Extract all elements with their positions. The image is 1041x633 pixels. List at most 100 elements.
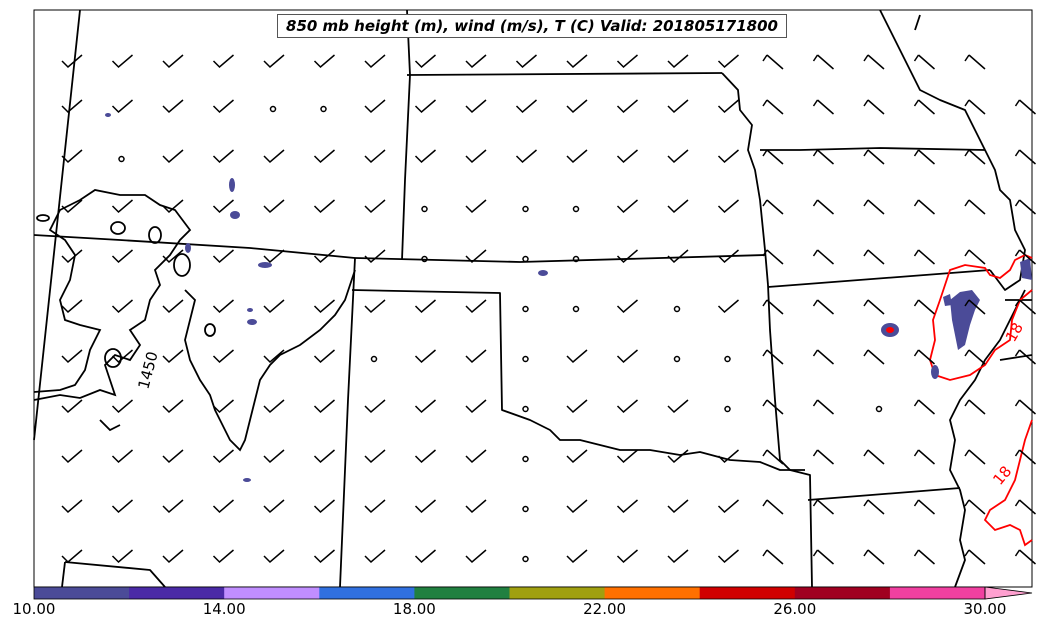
map-title: 850 mb height (m), wind (m/s), T (C) Val…: [277, 14, 787, 38]
wind-barb: [364, 499, 386, 514]
wind-barb: [465, 54, 487, 69]
wind-barb: [913, 99, 935, 115]
colorbar-tick-label: 14.00: [202, 600, 246, 618]
wind-barb: [111, 349, 133, 364]
colorbar: [33, 586, 1033, 600]
wind-barb: [964, 149, 986, 165]
wind-barb: [364, 54, 386, 69]
wind-barb: [616, 449, 638, 464]
wind-barb: [812, 299, 834, 315]
wind-barb: [717, 199, 739, 214]
wind-barb: [162, 449, 184, 464]
wind-barb: [364, 549, 386, 564]
wind-barb: [667, 549, 689, 564]
wind-barb: [212, 299, 234, 314]
wind-barb: [162, 249, 184, 264]
wind-barb: [863, 299, 885, 315]
calm-wind-marker: [522, 305, 529, 313]
wind-barb: [414, 54, 436, 69]
wind-barb: [465, 299, 487, 314]
wind-barb: [863, 449, 885, 465]
calm-wind-marker: [370, 355, 378, 363]
wind-barb: [863, 149, 885, 165]
wind-barb: [212, 549, 234, 564]
wind-barb: [515, 99, 537, 114]
wind-barb: [667, 499, 689, 514]
wind-barb: [762, 99, 784, 115]
wind-barb: [812, 399, 834, 415]
wind-barb: [313, 249, 335, 264]
wind-barb: [212, 249, 234, 264]
wind-barb: [717, 149, 739, 164]
wind-barb: [111, 549, 133, 564]
wind-barb: [515, 54, 537, 69]
wind-barb: [762, 449, 784, 465]
wind-barb: [717, 299, 739, 314]
wind-barb: [863, 349, 885, 365]
colorbar-tick-label: 26.00: [773, 600, 817, 618]
calm-wind-marker: [673, 305, 681, 313]
wind-barb: [1014, 149, 1036, 165]
wind-barb: [566, 54, 588, 69]
wind-barb: [111, 99, 133, 114]
wind-barb: [812, 99, 834, 115]
wind-barb: [964, 349, 986, 365]
calm-wind-marker: [522, 205, 529, 213]
wind-barb: [111, 54, 133, 69]
calm-wind-marker: [118, 155, 125, 163]
colorbar-tick-label: 10.00: [12, 600, 56, 618]
wind-barb: [616, 499, 638, 514]
calm-wind-marker: [522, 505, 529, 513]
wind-barb: [414, 399, 436, 414]
wind-barb: [465, 99, 487, 114]
wind-barb: [762, 249, 784, 265]
colorbar-segment: [794, 587, 891, 599]
wind-barb: [364, 99, 386, 114]
wind-barb: [913, 499, 935, 515]
wind-barb: [812, 199, 834, 215]
wind-barb: [212, 54, 234, 69]
wind-barb: [762, 54, 784, 70]
wind-barb: [61, 299, 83, 314]
colorbar-segment: [319, 587, 415, 599]
wind-barb: [61, 349, 83, 364]
wind-barb: [364, 249, 386, 264]
wind-barb: [61, 149, 83, 164]
colorbar-extend-arrow: [984, 586, 1033, 600]
wind-barb: [61, 399, 83, 414]
wind-barb: [964, 199, 986, 215]
wind-barb: [566, 449, 588, 464]
wind-barb: [762, 549, 784, 565]
wind-barb: [913, 349, 935, 365]
wind-barb: [616, 99, 638, 114]
colorbar-segment: [129, 587, 225, 599]
wind-barb: [616, 54, 638, 69]
wind-barb: [812, 549, 834, 565]
wind-barb: [313, 299, 335, 314]
wind-barb: [566, 149, 588, 164]
wind-barb: [812, 54, 834, 70]
wind-barb: [263, 299, 285, 314]
wind-barb: [1014, 349, 1036, 365]
wind-barb: [364, 149, 386, 164]
wind-barb: [667, 449, 689, 464]
wind-barb: [863, 249, 885, 265]
wind-barb: [414, 299, 436, 314]
wind-barb: [162, 499, 184, 514]
wind-barb: [667, 399, 689, 414]
temperature-contour-18: [929, 254, 1033, 547]
wind-barb: [913, 54, 935, 70]
wind-barb: [863, 549, 885, 565]
wind-barb: [313, 349, 335, 364]
wind-barbs: [61, 54, 1036, 565]
wind-barb: [913, 299, 935, 315]
wind-barb: [263, 349, 285, 364]
wind-barb: [212, 99, 234, 114]
wind-barb: [863, 199, 885, 215]
wind-barb: [364, 199, 386, 214]
wind-barb: [812, 249, 834, 265]
wind-barb: [263, 399, 285, 414]
wind-barb: [616, 349, 638, 364]
calm-wind-marker: [724, 355, 731, 363]
calm-wind-marker: [572, 205, 580, 213]
